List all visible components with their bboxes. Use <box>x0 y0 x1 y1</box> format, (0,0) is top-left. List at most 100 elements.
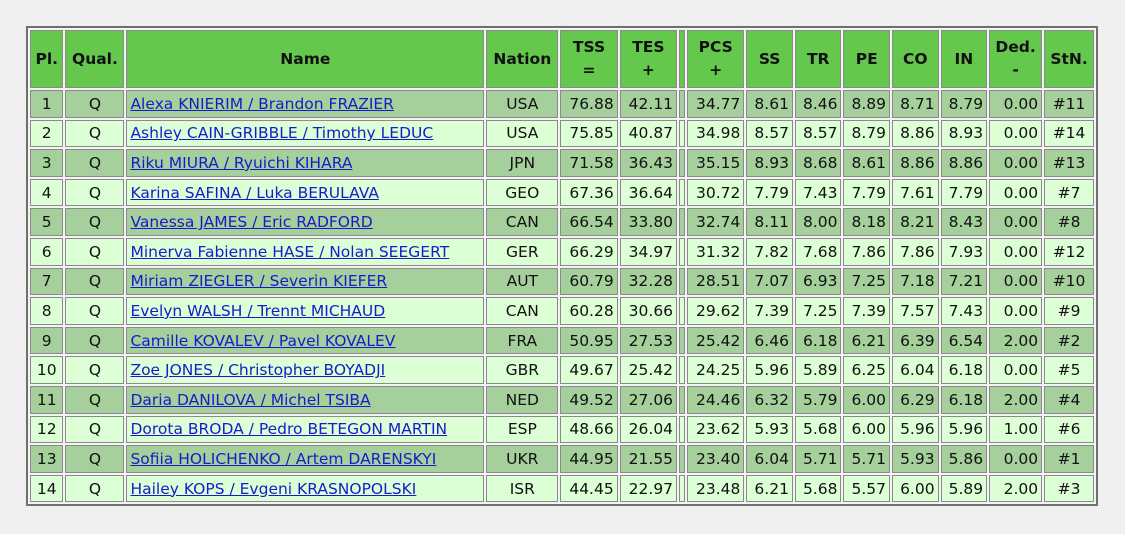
cell: #14 <box>1044 119 1094 148</box>
cell: 75.85 <box>560 119 618 148</box>
skater-link[interactable]: Karina SAFINA / Luka BERULAVA <box>130 183 379 202</box>
cell: 49.67 <box>560 356 618 384</box>
cell: 7.93 <box>940 237 988 266</box>
skater-link[interactable]: Evelyn WALSH / Trennt MICHAUD <box>130 301 386 320</box>
cell: CAN <box>486 208 559 236</box>
skater-link[interactable]: Riku MIURA / Ryuichi KIHARA <box>130 153 353 172</box>
skater-link[interactable]: Sofiia HOLICHENKO / Artem DARENSKYI <box>130 449 437 468</box>
cell: 6.25 <box>843 356 891 384</box>
cell: 6 <box>30 237 64 266</box>
cell: 3 <box>30 149 64 177</box>
cell: 60.28 <box>560 297 618 325</box>
cell: 8.89 <box>843 90 891 118</box>
cell: 0.00 <box>989 445 1043 473</box>
result-row: 7 Q Miriam ZIEGLER / Severin KIEFER AUT 60.7… <box>30 267 1094 296</box>
cell: 44.45 <box>560 474 618 503</box>
cell: 5.96 <box>746 356 793 384</box>
cell: 7.21 <box>940 267 988 296</box>
skater-link[interactable]: Ashley CAIN-GRIBBLE / Timothy LEDUC <box>130 124 434 143</box>
cell: 5.89 <box>794 356 842 384</box>
cell: 67.36 <box>560 178 618 207</box>
cell: USA <box>486 119 559 148</box>
cell: 7.43 <box>940 297 988 325</box>
cell: 8.86 <box>940 149 988 177</box>
skater-link[interactable]: Miriam ZIEGLER / Severin KIEFER <box>130 272 388 291</box>
cell: Q <box>65 90 125 118</box>
cell: Minerva Fabienne HASE / Nolan SEEGERT <box>126 237 485 266</box>
header-text: Nation <box>493 49 552 68</box>
cell: Vanessa JAMES / Eric RADFORD <box>126 208 485 236</box>
skater-link[interactable]: Dorota BRODA / Pedro BETEGON MARTIN <box>130 420 448 439</box>
header-text: TSS <box>572 38 606 56</box>
column-header: Name <box>126 30 485 88</box>
cell: 8.11 <box>746 208 793 236</box>
skater-link[interactable]: Daria DANILOVA / Michel TSIBA <box>130 390 371 409</box>
cell: 5.93 <box>746 415 793 444</box>
spacer-cell <box>679 237 686 266</box>
cell: 24.46 <box>687 385 745 414</box>
cell: 7.57 <box>892 297 939 325</box>
cell: 0.00 <box>989 297 1043 325</box>
cell: 0.00 <box>989 356 1043 384</box>
cell: 8.71 <box>892 90 939 118</box>
skater-link[interactable]: Minerva Fabienne HASE / Nolan SEEGERT <box>130 242 450 261</box>
cell: 8.86 <box>892 149 939 177</box>
cell: 7.86 <box>892 237 939 266</box>
cell: 27.53 <box>619 326 678 355</box>
cell: GEO <box>486 178 559 207</box>
cell: 26.04 <box>619 415 678 444</box>
cell: 6.46 <box>746 326 793 355</box>
spacer-cell <box>679 208 686 236</box>
cell: Q <box>65 119 125 148</box>
cell: 1.00 <box>989 415 1043 444</box>
cell: 6.29 <box>892 385 939 414</box>
header-text: SS <box>758 49 781 68</box>
spacer-cell <box>679 119 686 148</box>
cell: 13 <box>30 445 64 473</box>
skater-link[interactable]: Alexa KNIERIM / Brandon FRAZIER <box>130 94 394 113</box>
cell: 7.25 <box>794 297 842 325</box>
cell: 0.00 <box>989 149 1043 177</box>
cell: 40.87 <box>619 119 678 148</box>
cell: 5.96 <box>940 415 988 444</box>
result-row: 12 Q Dorota BRODA / Pedro BETEGON MARTIN ES… <box>30 415 1094 444</box>
cell: 6.00 <box>843 415 891 444</box>
column-header: IN <box>940 30 988 88</box>
cell: 7.68 <box>794 237 842 266</box>
spacer-cell <box>679 474 686 503</box>
result-row: 5 Q Vanessa JAMES / Eric RADFORD CAN 66.54 33… <box>30 208 1094 236</box>
header-text: Qual. <box>72 49 118 68</box>
column-header: Qual. <box>65 30 125 88</box>
cell: 36.64 <box>619 178 678 207</box>
spacer-cell <box>679 267 686 296</box>
skater-link[interactable]: Hailey KOPS / Evgeni KRASNOPOLSKI <box>130 479 417 498</box>
cell: 25.42 <box>687 326 745 355</box>
cell: 1 <box>30 90 64 118</box>
result-row: 3 Q Riku MIURA / Ryuichi KIHARA JPN 71.58 36.… <box>30 149 1094 177</box>
cell: Q <box>65 385 125 414</box>
cell: 8.93 <box>746 149 793 177</box>
cell: 5.89 <box>940 474 988 503</box>
column-header: TSS = <box>560 30 618 88</box>
cell: NED <box>486 385 559 414</box>
skater-link[interactable]: Camille KOVALEV / Pavel KOVALEV <box>130 331 396 350</box>
skater-link[interactable]: Vanessa JAMES / Eric RADFORD <box>130 213 373 232</box>
cell: 5.71 <box>843 445 891 473</box>
cell: #5 <box>1044 356 1094 384</box>
cell: 22.97 <box>619 474 678 503</box>
cell: 5.79 <box>794 385 842 414</box>
cell: #3 <box>1044 474 1094 503</box>
cell: 6.04 <box>892 356 939 384</box>
results-table: Pl. Qual. Name Nation TSS = TES + PCS + SS TR PE CO IN… <box>26 26 1098 507</box>
header-text: + <box>641 61 655 79</box>
spacer-cell <box>679 356 686 384</box>
skater-link[interactable]: Zoe JONES / Christopher BOYADJI <box>130 361 386 380</box>
cell: 7.79 <box>746 178 793 207</box>
cell: #8 <box>1044 208 1094 236</box>
cell: 8.18 <box>843 208 891 236</box>
cell: 6.54 <box>940 326 988 355</box>
cell: 60.79 <box>560 267 618 296</box>
cell: #4 <box>1044 385 1094 414</box>
table-body: 1 Q Alexa KNIERIM / Brandon FRAZIER USA 76.8… <box>30 90 1094 503</box>
